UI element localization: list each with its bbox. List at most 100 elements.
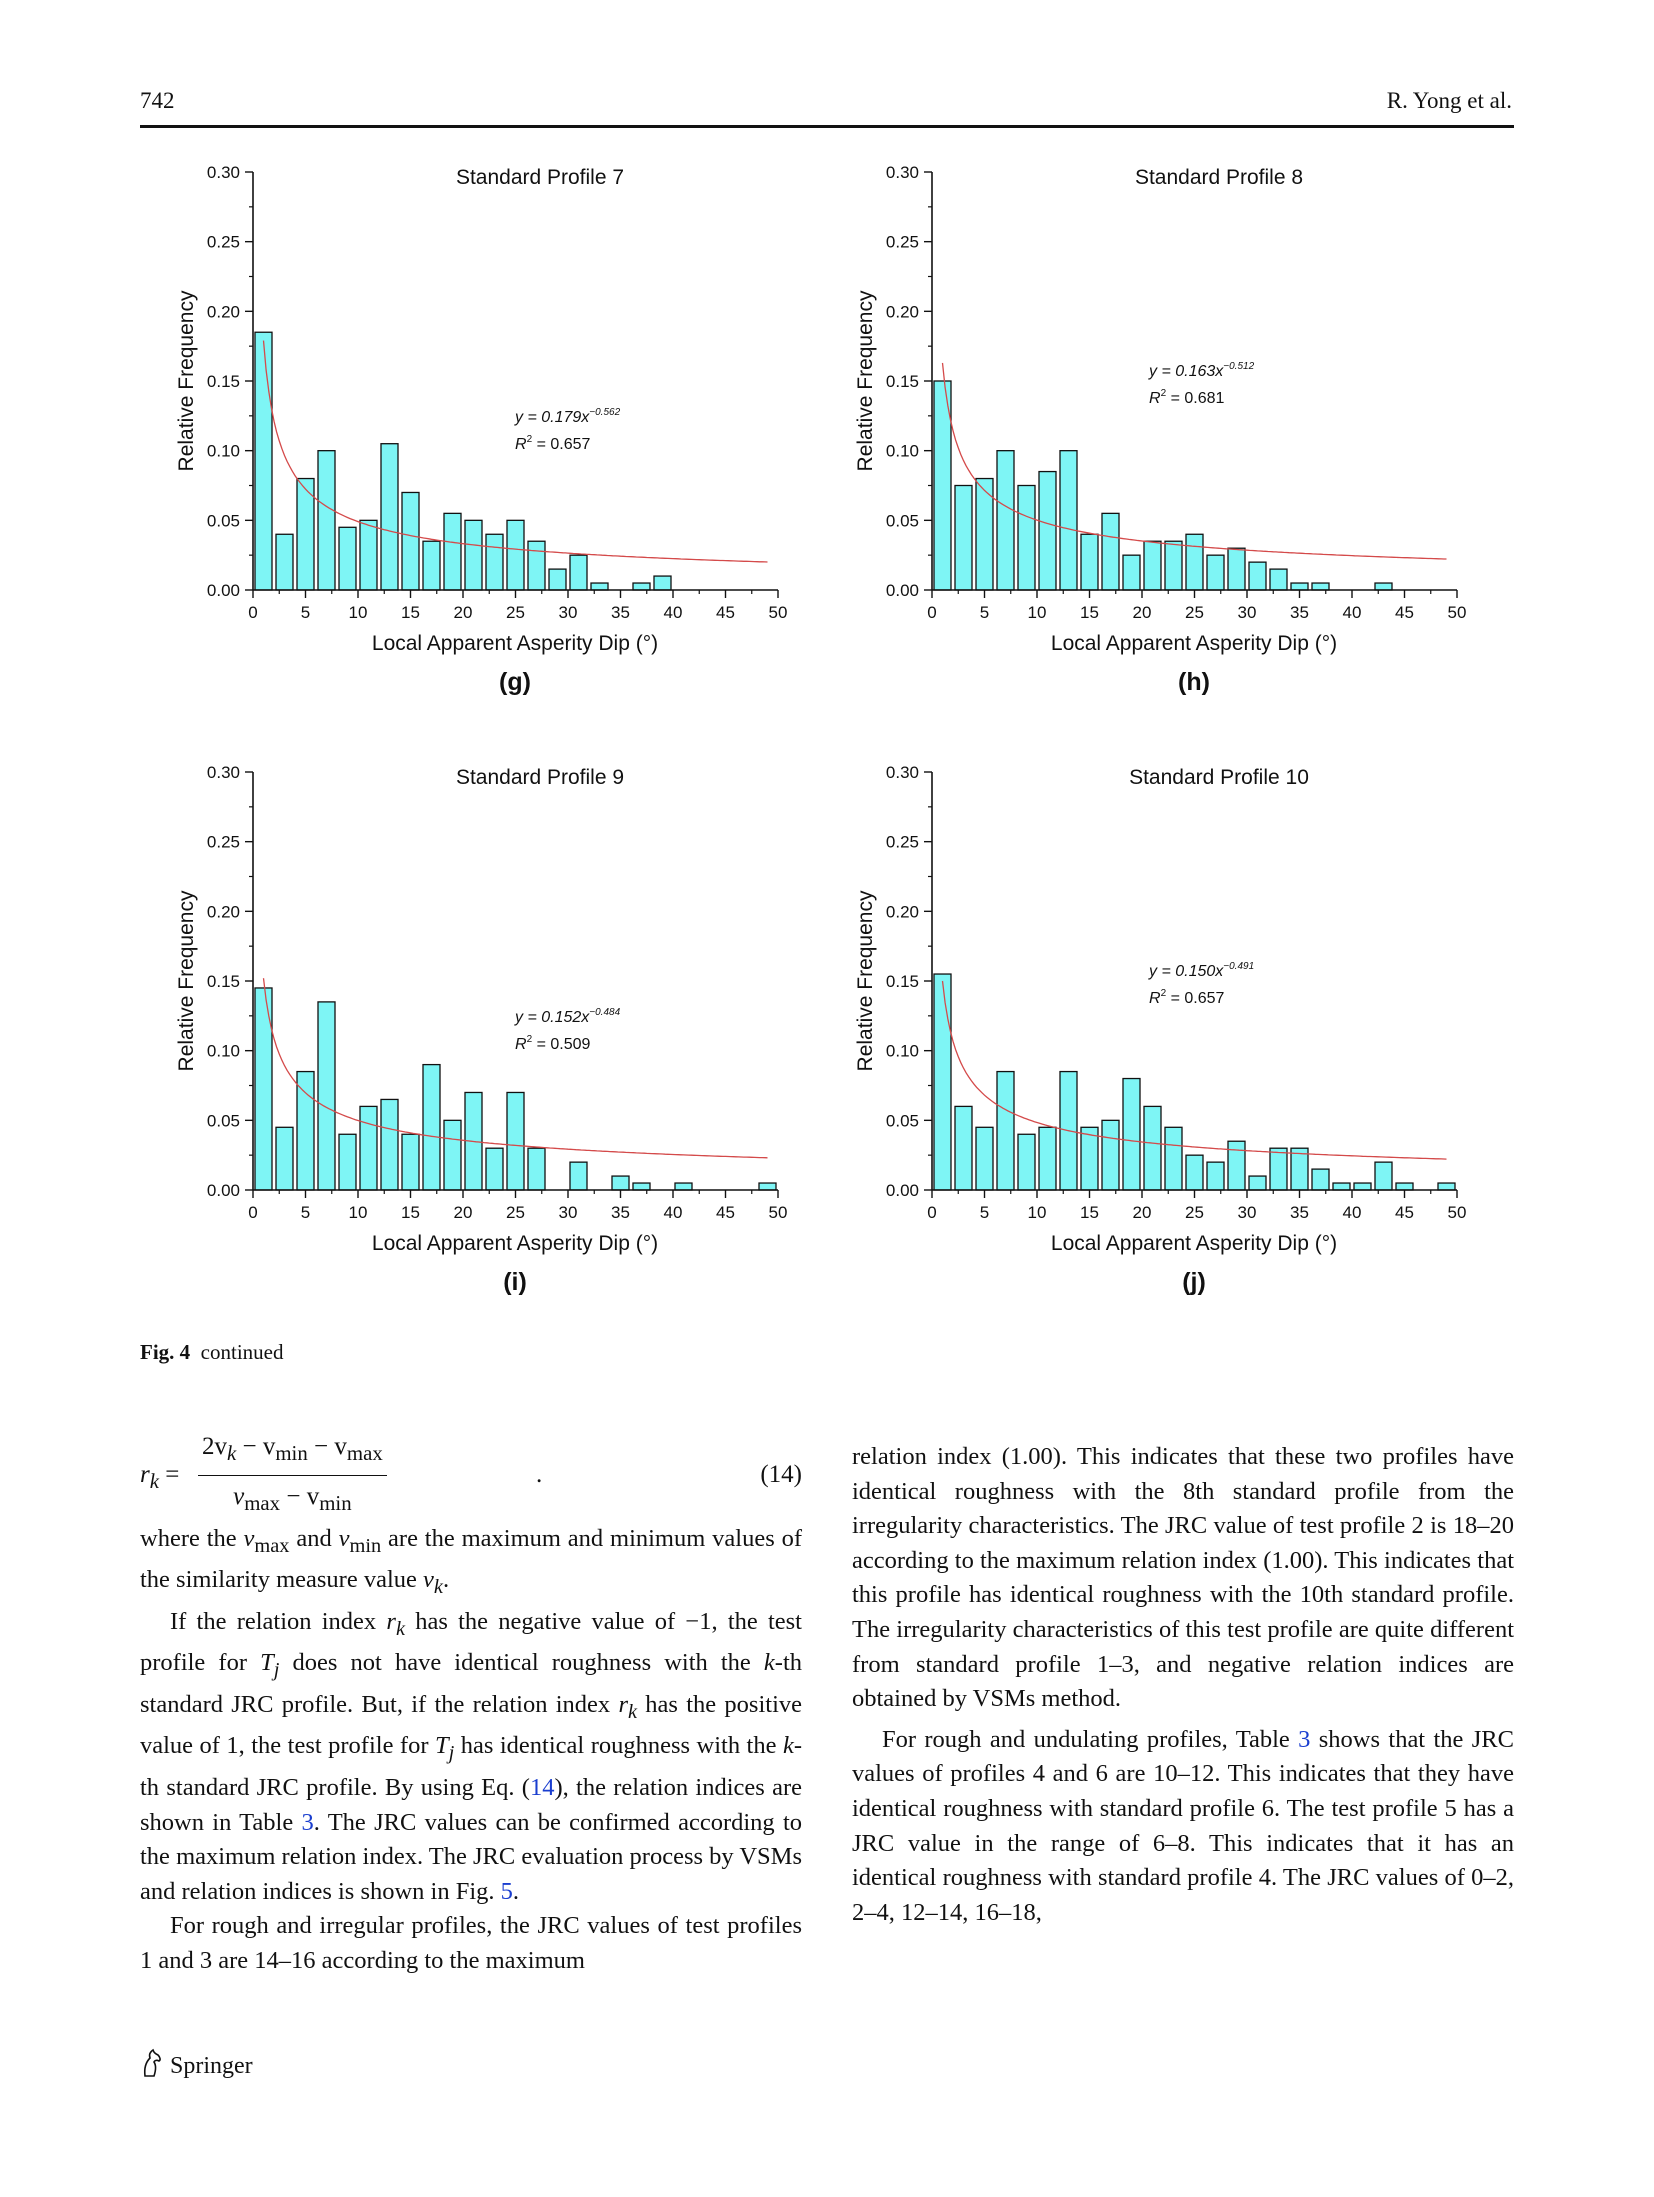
x-tick-label: 25 [506,1203,525,1222]
springer-horse-icon [140,2048,164,2085]
histogram-bar [1101,512,1120,591]
y-tick-label: 0.15 [207,372,240,391]
x-tick-label: 25 [1185,1203,1204,1222]
left-column: rk = 2vk − vmin − vmax vmax − vmin . (14… [140,1430,802,1978]
histogram-bar [275,1126,294,1191]
x-tick-label: 25 [1185,603,1204,622]
y-tick-label: 0.05 [886,1111,919,1130]
histogram-bar [1248,1175,1267,1191]
page-number: 742 [140,88,175,113]
histogram-bar [569,1161,588,1191]
power-fit-curve [941,362,1447,560]
y-tick-label: 0.30 [207,763,240,782]
histogram-bar [338,1133,357,1191]
histogram-bar [1185,533,1204,591]
histogram-bar [548,568,567,591]
histogram-bar [590,582,609,591]
x-tick-label: 35 [1290,1203,1309,1222]
y-tick-label: 0.15 [886,372,919,391]
table-link[interactable]: 3 [301,1808,314,1836]
x-tick-label: 20 [454,1203,473,1222]
histogram-bar [1143,540,1162,591]
histogram-bar [401,1133,420,1191]
y-tick-label: 0.10 [207,442,240,461]
table-link[interactable]: 3 [1298,1725,1311,1753]
paragraph-relation-continued: relation index (1.00). This indicates th… [852,1443,1514,1713]
histogram-bar [996,450,1015,591]
x-tick-label: 40 [1343,603,1362,622]
histogram-bar [1206,554,1225,591]
histogram-bar [338,526,357,591]
equation-14: rk = 2vk − vmin − vmax vmax − vmin . (14… [140,1430,802,1522]
histogram-bar [975,1126,994,1191]
x-tick-label: 40 [664,603,683,622]
histogram-bar [422,540,441,591]
histogram-bar [275,533,294,591]
histogram-bar [506,1091,525,1191]
power-fit-curve [262,978,768,1159]
figure-link[interactable]: 5 [500,1877,513,1905]
x-tick-label: 30 [1238,1203,1257,1222]
histogram-bar [1080,533,1099,591]
chart-title: Standard Profile 10 [1129,766,1309,789]
panel-label: (h) [1178,668,1210,696]
power-fit-curve [262,340,768,563]
y-tick-label: 0.00 [207,581,240,600]
power-fit-curve [941,980,1447,1160]
histogram-bar [1017,1133,1036,1191]
r-squared-label: R2 = 0.657 [515,434,591,453]
right-column: relation index (1.00). This indicates th… [852,1440,1514,1930]
histogram-bar [653,575,672,591]
y-tick-label: 0.10 [886,442,919,461]
y-tick-label: 0.25 [207,233,240,252]
histogram-bar [464,519,483,591]
histogram-bar [1017,484,1036,591]
equation-link[interactable]: 14 [529,1773,555,1801]
histogram-bar [1164,1126,1183,1191]
histogram-bar [1059,450,1078,591]
publisher-footer: Springer [140,2048,253,2085]
y-axis-label: Relative Frequency [175,290,198,471]
y-tick-label: 0.05 [207,1111,240,1130]
running-head-authors: R. Yong et al. [1386,88,1512,113]
y-tick-label: 0.25 [886,233,919,252]
y-tick-label: 0.15 [886,972,919,991]
x-tick-label: 45 [1395,1203,1414,1222]
header-rule [140,125,1514,128]
chart-title: Standard Profile 8 [1135,166,1303,189]
y-tick-label: 0.10 [207,1042,240,1061]
x-tick-label: 0 [927,603,936,622]
x-tick-label: 0 [248,603,257,622]
histogram-bar [380,1098,399,1191]
y-tick-label: 0.30 [886,163,919,182]
histogram-bar [954,1105,973,1191]
histogram-bar [1395,1182,1414,1191]
x-tick-label: 15 [1080,1203,1099,1222]
x-tick-label: 35 [611,1203,630,1222]
x-axis-label: Local Apparent Asperity Dip (°) [372,632,658,655]
y-axis-label: Relative Frequency [175,890,198,1071]
histogram-bar [1122,1077,1141,1191]
y-tick-label: 0.25 [886,833,919,852]
histogram-bar [1269,568,1288,591]
histogram-bar [954,484,973,591]
chart-i: 0.00 0.05 0.10 0.15 0.20 0.25 0.30 0 5 10 15 20 25 30… [155,750,895,1320]
y-tick-label: 0.05 [207,511,240,530]
y-tick-label: 0.15 [207,972,240,991]
histogram-bar [401,491,420,591]
histogram-bar [632,1182,651,1191]
x-tick-label: 35 [1290,603,1309,622]
histogram-bar [485,1147,504,1191]
x-tick-label: 5 [301,603,310,622]
x-tick-label: 30 [1238,603,1257,622]
histogram-bar [1206,1161,1225,1191]
histogram-bar [443,512,462,591]
histogram-bar [933,973,952,1191]
histogram-bar [569,554,588,591]
panel-label: (g) [499,668,531,696]
chart-g: 0.00 0.05 0.10 0.15 0.20 0.25 0.30 0 5 10 15 20 25 30… [155,150,895,720]
histogram-bar [317,1001,336,1191]
x-tick-label: 30 [559,1203,578,1222]
chart-title: Standard Profile 9 [456,766,624,789]
x-tick-label: 50 [769,1203,788,1222]
